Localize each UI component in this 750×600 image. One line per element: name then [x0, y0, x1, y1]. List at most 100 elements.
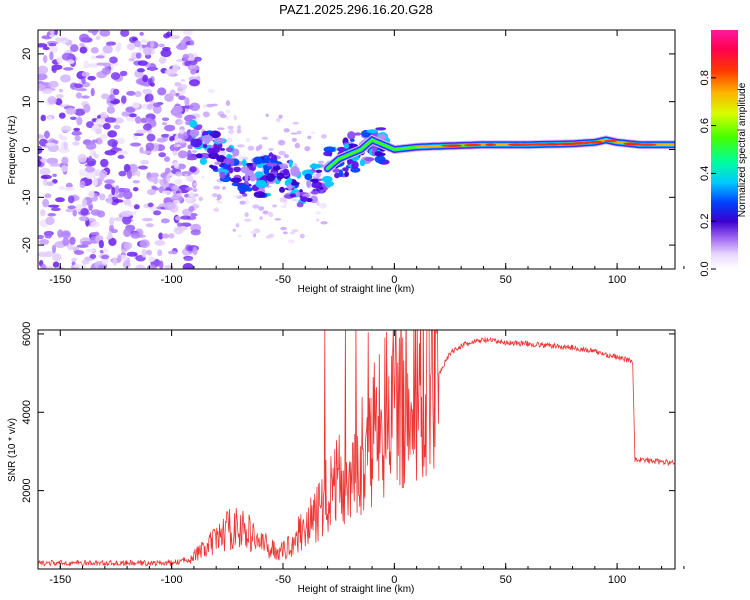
spectrogram-cell — [216, 193, 222, 200]
spectrogram-cell — [49, 45, 59, 54]
spectrogram-cell — [187, 144, 193, 150]
spectrogram-cell — [219, 147, 226, 152]
spectrogram-cell — [161, 190, 172, 195]
spectrogram-cell — [172, 200, 181, 205]
spectrogram-cell — [354, 132, 362, 136]
spectrogram-ytick-label: -10 — [21, 189, 33, 205]
spectrogram-cell — [283, 231, 288, 235]
snr-ytick-label: 6000 — [21, 322, 33, 346]
spectrogram-cell — [81, 77, 86, 85]
spectrogram-cell — [112, 199, 124, 203]
spectrogram-cell — [38, 239, 50, 246]
spectrogram-cell — [171, 194, 183, 203]
spectrogram-cell — [351, 160, 359, 169]
spectrogram-cell — [262, 210, 269, 215]
spectrogram-cell — [296, 202, 304, 208]
spectrogram-cell — [338, 169, 344, 178]
spectrogram-cell — [164, 167, 171, 174]
spectrogram-cell — [117, 254, 122, 263]
spectrogram-cell — [87, 63, 100, 68]
spectrogram-cell — [72, 141, 80, 146]
spectrogram-marks — [38, 30, 675, 269]
spectrogram-cell — [244, 173, 249, 182]
spectrogram-cell — [211, 193, 218, 198]
spectrogram-cell — [291, 137, 298, 142]
spectrogram-hotspot — [464, 143, 478, 147]
spectrogram-cell — [146, 133, 156, 142]
spectrogram-cell — [79, 43, 85, 47]
colorbar-gradient — [711, 30, 738, 269]
spectrogram-cell — [282, 168, 290, 176]
spectrogram-cell — [99, 30, 111, 37]
spectrogram-cell — [45, 142, 56, 147]
spectrogram-cell — [47, 115, 53, 121]
spectrogram-cell — [275, 117, 281, 123]
spectrogram-cell — [245, 187, 253, 192]
spectrogram-cell — [47, 213, 57, 217]
spectrogram-cell — [163, 33, 170, 39]
spectrogram-cell — [207, 147, 214, 154]
spectrogram-cell — [135, 116, 142, 124]
spectrogram-cell — [135, 52, 142, 59]
spectrogram-cell — [119, 70, 128, 77]
spectrogram-cell — [120, 210, 133, 218]
spectrogram-cell — [307, 135, 312, 140]
spectrogram-cell — [233, 195, 240, 198]
spectrogram-cell — [258, 144, 263, 150]
spectrogram-cell — [315, 211, 322, 215]
spectrogram-cell — [104, 150, 117, 156]
spectrogram-cell — [278, 139, 286, 146]
spectrogram-cell — [128, 163, 139, 173]
spectrogram-cell — [55, 197, 65, 203]
spectrogram-cell — [46, 181, 55, 187]
spectrogram-hotspot — [441, 144, 462, 147]
spectrogram-cell — [309, 163, 322, 169]
spectrogram-cell — [72, 264, 83, 268]
spectrogram-cell — [249, 173, 257, 182]
spectrogram-cell — [60, 165, 68, 173]
spectrogram-cell — [89, 149, 95, 155]
spectrogram-cell — [184, 97, 190, 107]
colorbar-tick-label: 0.2 — [699, 214, 711, 229]
spectrogram-cell — [254, 171, 264, 179]
snr-ytick-label: 2000 — [21, 478, 33, 502]
spectrogram-cell — [146, 188, 157, 196]
spectrogram-cell — [292, 122, 299, 125]
spectrogram-cell — [180, 222, 192, 227]
spectrogram-cell — [49, 30, 55, 35]
spectrogram-cell — [287, 239, 295, 244]
spectrogram-cell — [112, 88, 120, 96]
spectrogram-cell — [60, 135, 68, 141]
spectrogram-cell — [146, 103, 154, 110]
spectrogram-cell — [87, 160, 96, 167]
spectrogram-cell — [77, 153, 88, 163]
spectrogram-cell — [132, 135, 138, 140]
spectrogram-cell — [290, 169, 301, 177]
spectrogram-cell — [116, 150, 129, 156]
spectrogram-cell — [272, 204, 278, 208]
spectrogram-cell — [320, 134, 327, 139]
spectrogram-cell — [134, 90, 142, 98]
spectrogram-cell — [316, 218, 320, 222]
spectrogram-cell — [90, 47, 99, 54]
spectrogram-cell — [189, 119, 198, 128]
spectrogram-cell — [244, 212, 249, 218]
snr-marks — [38, 330, 675, 567]
spectrogram-cell — [190, 213, 198, 217]
spectrogram-cell — [213, 185, 221, 190]
spectrogram-cell — [226, 164, 231, 171]
spectrogram-cell — [233, 166, 242, 173]
spectrogram-cell — [279, 197, 287, 203]
spectrogram-cell — [92, 139, 99, 144]
spectrogram-cell — [46, 41, 59, 45]
spectrogram-cell — [43, 130, 50, 139]
spectrogram-cell — [149, 257, 156, 261]
spectrogram-cell — [100, 158, 109, 168]
spectrogram-cell — [58, 185, 65, 190]
spectrogram-cell — [312, 179, 318, 184]
spectrogram-cell — [189, 166, 197, 173]
spectrogram-cell — [84, 166, 96, 173]
spectrogram-cell — [207, 88, 215, 94]
spectrogram-cell — [149, 40, 155, 49]
spectrogram-cell — [265, 235, 271, 239]
